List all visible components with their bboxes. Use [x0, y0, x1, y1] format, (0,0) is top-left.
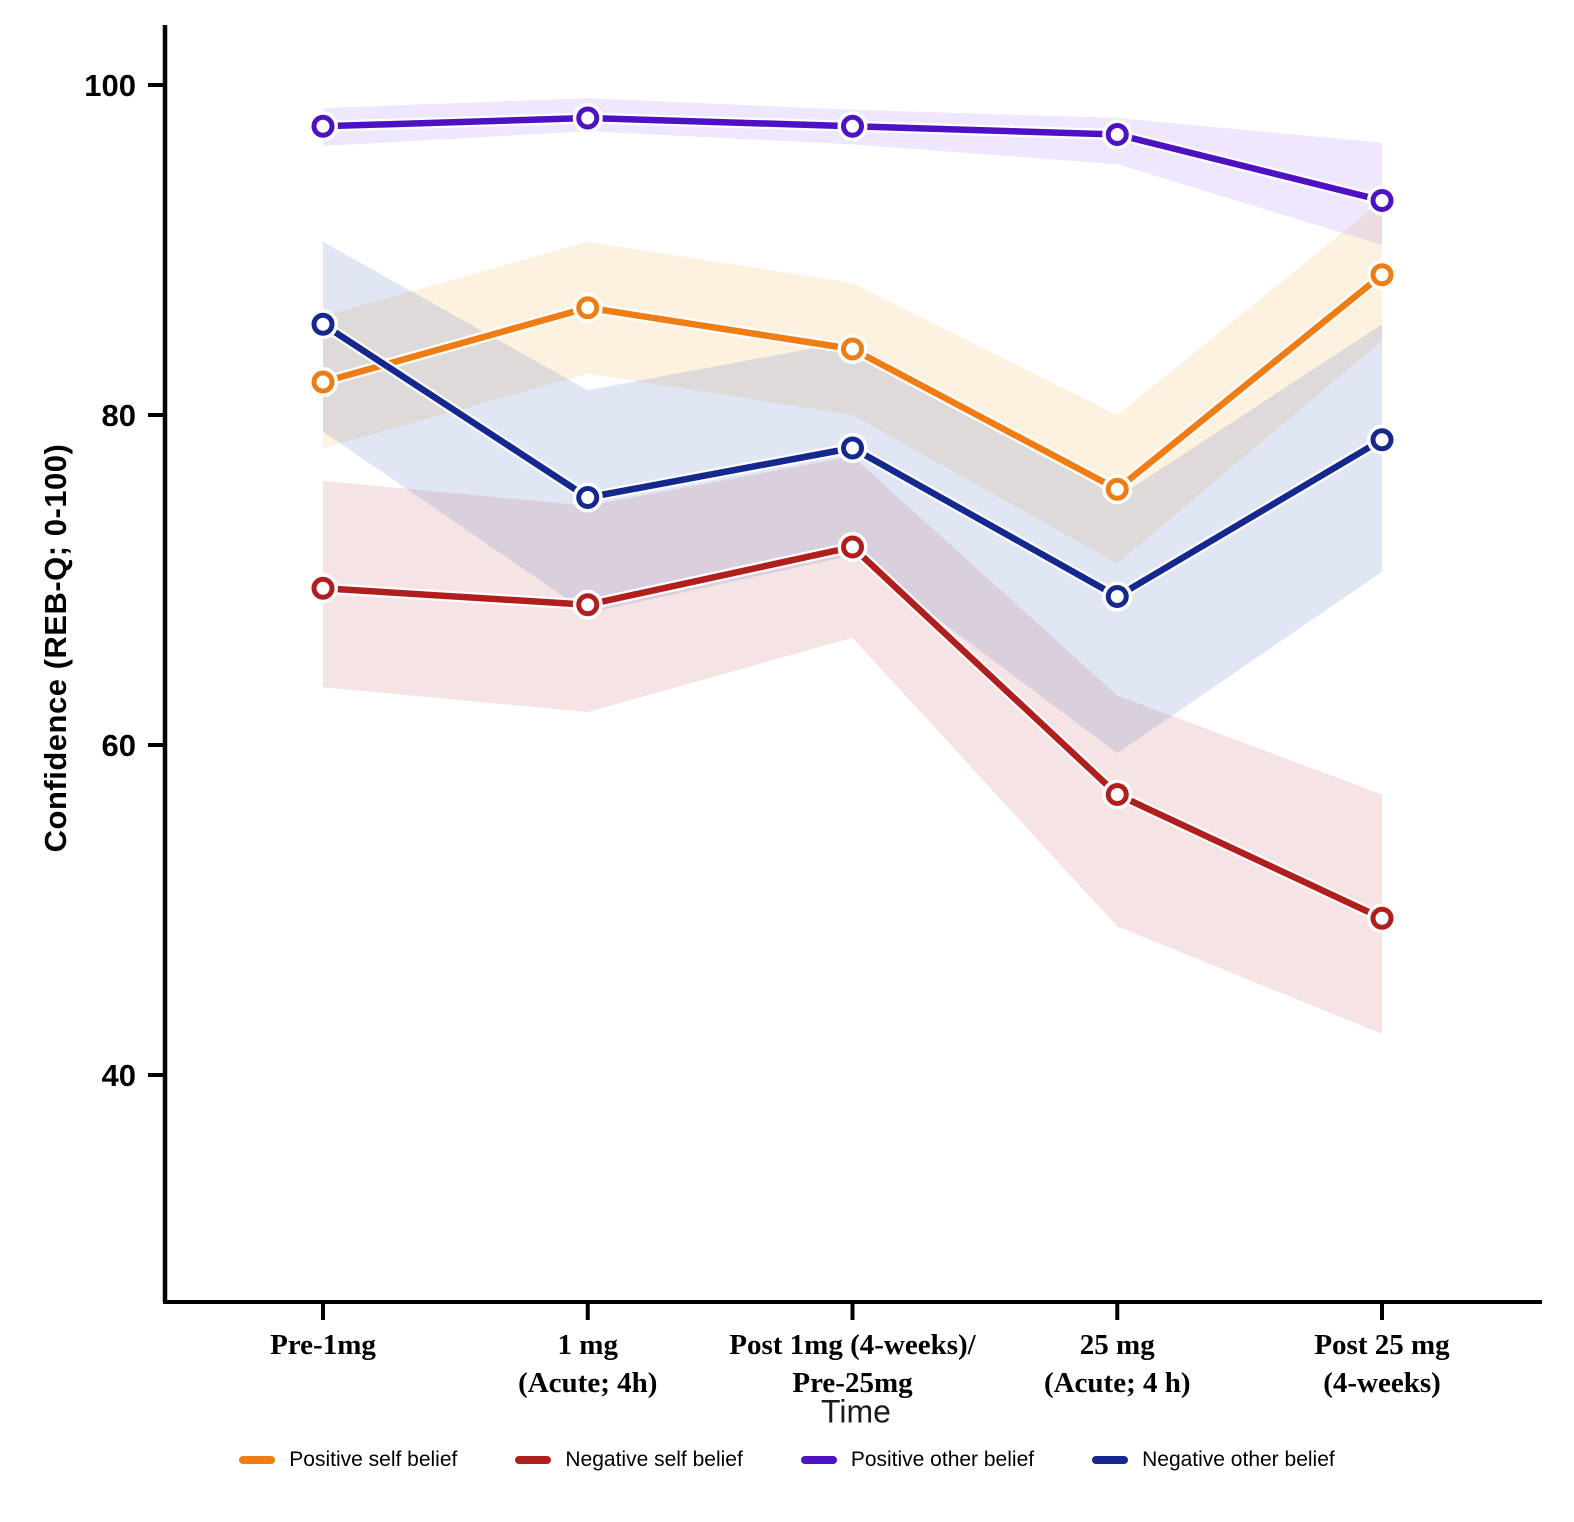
data-point-halo — [837, 532, 868, 562]
data-point-positive-self-belief — [841, 337, 864, 361]
legend-label: Negative self belief — [565, 1448, 743, 1471]
y-tick-label: 100 — [84, 68, 136, 103]
x-axis-title: Time — [821, 1393, 891, 1430]
legend-item-negative-other-belief: Negative other belief — [1092, 1448, 1335, 1472]
data-point-negative-other-belief — [576, 486, 600, 509]
data-point-negative-other-belief — [1370, 428, 1394, 452]
data-point-positive-other-belief — [311, 114, 335, 138]
data-point-halo — [572, 589, 603, 620]
legend-item-positive-other-belief: Positive other belief — [800, 1448, 1035, 1472]
data-point-positive-other-belief — [1105, 123, 1129, 146]
data-point-positive-self-belief — [1370, 263, 1394, 287]
data-point-halo — [308, 309, 338, 340]
data-point-halo — [837, 433, 868, 463]
data-point-positive-self-belief — [576, 296, 600, 320]
data-point-halo — [1367, 185, 1397, 216]
data-point-negative-self-belief — [841, 535, 864, 559]
data-point-halo — [572, 292, 603, 323]
confidence-band-positive-self-belief — [323, 200, 1382, 564]
data-point-halo — [1102, 119, 1133, 150]
x-tick-label: Post 25 mg (4-weeks) — [1314, 1329, 1450, 1399]
data-point-positive-self-belief — [311, 370, 335, 394]
legend-item-negative-self-belief: Negative self belief — [515, 1448, 743, 1472]
y-axis-title: Confidence (REB-Q; 0-100) — [38, 443, 73, 853]
data-point-positive-other-belief — [576, 106, 600, 130]
data-point-positive-self-belief — [1105, 477, 1129, 501]
data-point-negative-self-belief — [576, 593, 600, 617]
data-point-halo — [837, 334, 868, 364]
data-point-halo — [308, 367, 338, 397]
data-point-positive-other-belief — [1370, 189, 1394, 212]
y-tick-label: 80 — [102, 398, 136, 433]
legend-label: Positive self belief — [289, 1448, 458, 1471]
legend: Positive self belief Negative self belie… — [0, 1448, 1574, 1472]
y-tick-label: 60 — [102, 728, 136, 763]
legend-swatch-icon — [1092, 1456, 1129, 1464]
x-tick-label: Pre-1mg — [270, 1329, 376, 1361]
data-point-halo — [572, 482, 603, 513]
legend-label: Positive other belief — [850, 1448, 1035, 1471]
x-tick-label: Post 1mg (4-weeks)/Pre-25mg — [729, 1329, 976, 1399]
data-point-halo — [1367, 903, 1397, 934]
data-point-negative-other-belief — [841, 436, 864, 460]
data-point-negative-self-belief — [1370, 906, 1394, 930]
data-point-halo — [308, 111, 338, 142]
legend-swatch-icon — [239, 1456, 276, 1464]
data-point-halo — [1367, 259, 1397, 290]
legend-swatch-icon — [800, 1456, 837, 1464]
data-point-halo — [1102, 779, 1133, 810]
data-point-halo — [308, 573, 338, 604]
legend-swatch-icon — [515, 1456, 552, 1464]
x-tick-label: 25 mg (Acute; 4 h) — [1044, 1329, 1191, 1399]
data-point-negative-self-belief — [1105, 783, 1129, 806]
x-tick-label: 1 mg (Acute; 4h) — [518, 1329, 657, 1399]
confidence-band-negative-other-belief — [323, 241, 1382, 754]
data-point-positive-other-belief — [841, 114, 864, 138]
data-point-halo — [1367, 424, 1397, 455]
data-point-negative-other-belief — [311, 312, 335, 336]
data-point-halo — [572, 103, 603, 133]
data-point-negative-other-belief — [1105, 585, 1129, 608]
y-tick-label: 40 — [102, 1058, 136, 1093]
legend-label: Negative other belief — [1142, 1448, 1335, 1471]
data-point-halo — [837, 111, 868, 142]
data-point-halo — [1102, 581, 1133, 612]
data-point-halo — [1102, 474, 1133, 505]
legend-item-positive-self-belief: Positive self belief — [239, 1448, 457, 1472]
data-point-negative-self-belief — [311, 576, 335, 600]
